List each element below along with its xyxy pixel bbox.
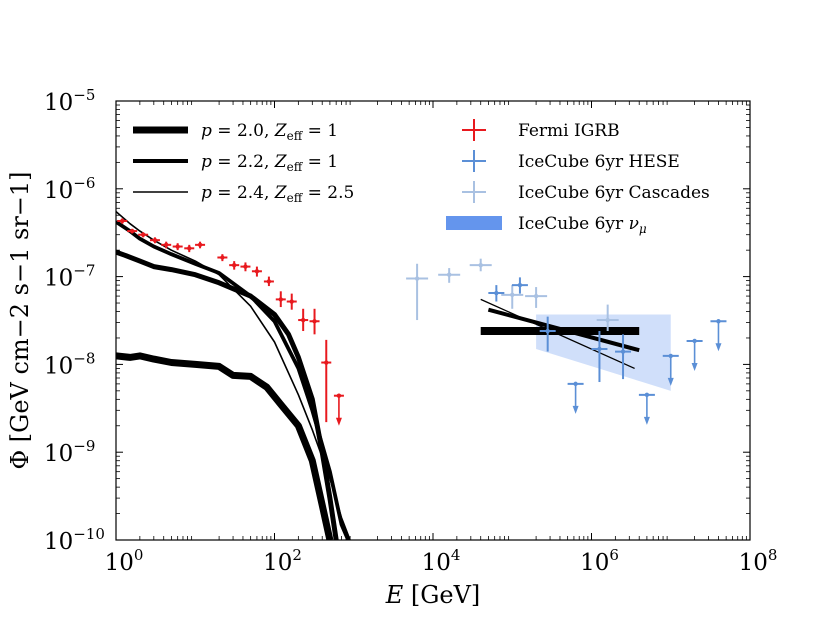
legend-label-right: IceCube 6yr Cascades <box>518 183 710 203</box>
y-tick-label: 10−8 <box>44 349 95 379</box>
fermi-point-marker <box>129 228 135 234</box>
hese-point-marker <box>716 319 721 324</box>
x-tick-label: 106 <box>580 546 619 576</box>
fermi-point-marker <box>152 237 158 243</box>
legend-label-left: p = 2.0, Zeff = 1 <box>201 121 338 143</box>
cascade-point-marker <box>478 262 483 268</box>
hese-upper-limit-head <box>667 377 674 386</box>
legend-label-right: IceCube 6yr HESE <box>518 152 680 172</box>
y-tick-label: 10−5 <box>44 86 95 116</box>
fermi-point-marker <box>312 319 317 324</box>
fermi-point-marker <box>289 299 294 304</box>
fit-line-numu_best_fit <box>487 307 640 353</box>
hese-upper-limit-head <box>715 343 722 352</box>
fermi-point-marker <box>197 242 203 248</box>
cascade-point-marker <box>605 317 610 323</box>
fermi-point-marker <box>266 279 272 284</box>
plot-area <box>116 210 727 540</box>
model-curve-p22 <box>116 220 350 540</box>
model-curve-p20_lower <box>116 352 334 540</box>
hese-upper-limit-head <box>691 362 698 371</box>
fermi-point-marker <box>220 255 225 260</box>
hese-point-marker <box>573 381 578 387</box>
fermi-point-marker <box>231 262 237 268</box>
fermi-point-marker <box>243 264 248 269</box>
x-tick-label: 102 <box>263 546 302 576</box>
legend-label-right: Fermi IGRB <box>518 121 620 141</box>
legend-band-numu <box>446 216 502 230</box>
legend: p = 2.0, Zeff = 1 p = 2.2, Zeff = 1 p = 2.… <box>133 119 710 236</box>
fit-line-cascade_best_fit <box>480 298 635 370</box>
fermi-point-marker <box>164 242 169 248</box>
legend-label-right: IceCube 6yr νμ <box>518 214 647 236</box>
cascade-point-marker <box>533 293 539 299</box>
y-axis-label: Φ [GeV cm−2 s−1 sr−1] <box>6 171 34 469</box>
hese-point-marker <box>644 392 650 398</box>
hese-point-marker <box>494 290 499 296</box>
hese-point-marker <box>597 346 602 352</box>
fermi-point-marker <box>175 244 180 249</box>
y-tick-label: 10−9 <box>44 437 95 467</box>
hese-point-marker <box>545 328 550 334</box>
x-tick-label: 108 <box>739 546 778 576</box>
hese-upper-limit-head <box>643 416 650 425</box>
cascade-point-marker <box>446 272 452 277</box>
fermi-point-marker <box>324 360 329 365</box>
fermi-point-marker <box>187 246 192 251</box>
hese-point-marker <box>517 282 523 288</box>
hese-upper-limit-head <box>572 405 579 414</box>
x-axis-label: E [GeV] <box>385 581 481 609</box>
fermi-point-marker <box>336 393 342 398</box>
fermi-point-marker <box>254 269 260 274</box>
legend-label-left: p = 2.2, Zeff = 1 <box>201 152 338 174</box>
y-tick-label: 10−7 <box>44 262 95 292</box>
fermi-point-marker <box>120 218 125 224</box>
x-tick-label: 100 <box>105 546 144 576</box>
fermi-upper-limit-head <box>335 417 342 426</box>
hese-point-marker <box>692 338 697 344</box>
hese-point-marker <box>620 349 626 354</box>
model-curve-p20_upper <box>116 249 339 540</box>
axes: 100 102 104 106 108 10−10 10−9 10−8 10−7 10−6 10−5… <box>6 86 777 609</box>
y-tick-label: 10−10 <box>44 525 105 555</box>
cascade-point-marker <box>510 292 515 298</box>
cascade-point-marker <box>414 276 420 281</box>
fermi-point-marker <box>140 232 146 237</box>
x-tick-label: 104 <box>422 546 461 576</box>
y-tick-label: 10−6 <box>44 174 95 204</box>
hese-point-marker <box>668 353 673 359</box>
fermi-point-marker <box>278 297 283 302</box>
legend-label-left: p = 2.4, Zeff = 2.5 <box>201 183 354 205</box>
fermi-point-marker <box>300 317 306 323</box>
